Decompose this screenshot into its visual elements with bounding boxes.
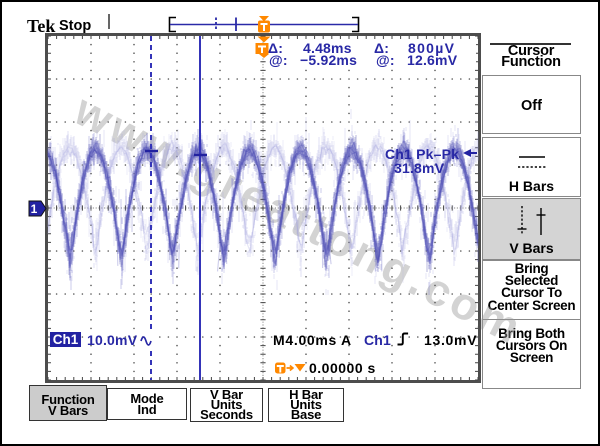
svg-text:1: 1	[31, 202, 38, 216]
